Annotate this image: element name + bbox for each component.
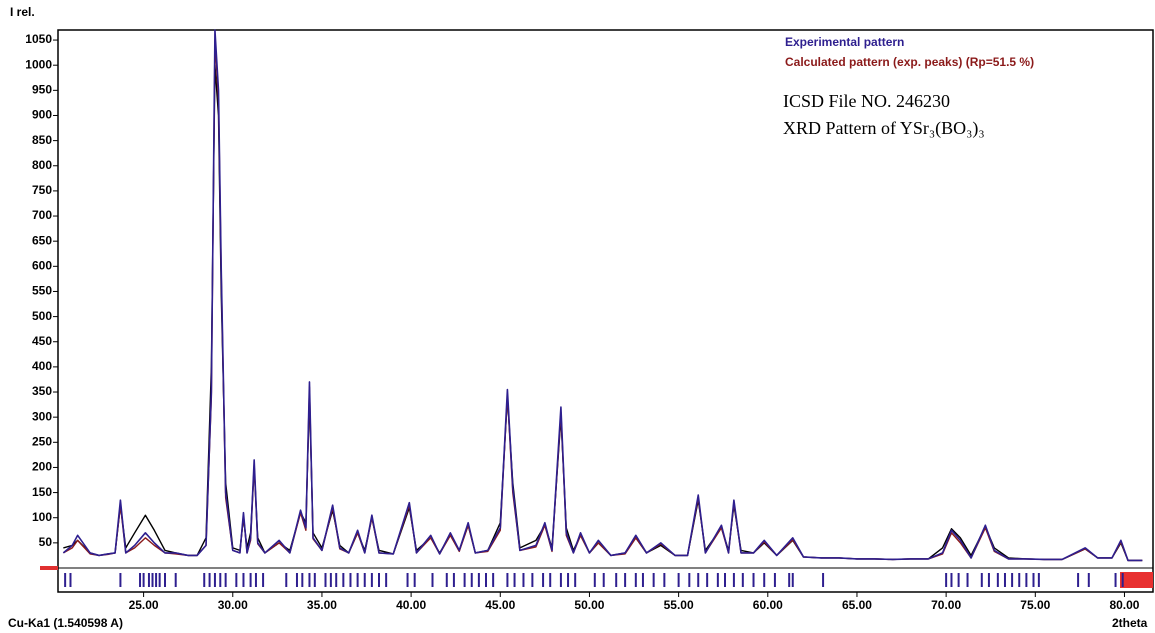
x-tick-label: 25.00: [129, 598, 159, 612]
x-tick-label: 55.00: [664, 598, 694, 612]
y-tick-label: 400: [32, 359, 52, 373]
left-marker: [40, 566, 58, 570]
y-tick-label: 300: [32, 409, 52, 423]
y-tick-label: 250: [32, 434, 52, 448]
y-tick-label: 800: [32, 158, 52, 172]
y-tick-label: 850: [32, 133, 52, 147]
y-tick-label: 1000: [25, 57, 52, 71]
y-tick-label: 700: [32, 208, 52, 222]
y-tick-label: 50: [39, 535, 53, 549]
annotation: XRD Pattern of YSr₃(BO₃)₃: [783, 118, 985, 139]
legend-entry: Experimental pattern: [785, 35, 904, 49]
range-bar: [1120, 572, 1153, 588]
x-tick-label: 70.00: [931, 598, 961, 612]
series-group: [62, 29, 1143, 562]
x-tick-label: 30.00: [218, 598, 248, 612]
x-tick-label: 80.00: [1109, 598, 1139, 612]
y-tick-label: 350: [32, 384, 52, 398]
series-line: [62, 29, 1143, 562]
y-tick-label: 200: [32, 460, 52, 474]
y-tick-label: 900: [32, 108, 52, 122]
x-tick-label: 40.00: [396, 598, 426, 612]
y-tick-label: 950: [32, 83, 52, 97]
plot-frame: [57, 29, 1154, 593]
y-tick-label: 100: [32, 510, 52, 524]
x-tick-label: 65.00: [842, 598, 872, 612]
y-tick-label: 1050: [25, 32, 52, 46]
y-tick-label: 600: [32, 258, 52, 272]
y-tick-label: 750: [32, 183, 52, 197]
x-tick-label: 35.00: [307, 598, 337, 612]
x-tick-label: 50.00: [574, 598, 604, 612]
x-axis-label: 2theta: [1112, 616, 1148, 630]
y-tick-label: 650: [32, 233, 52, 247]
y-tick-label: 450: [32, 334, 52, 348]
annotation: ICSD File NO. 246230: [783, 91, 950, 111]
x-tick-label: 45.00: [485, 598, 515, 612]
x-tick-label: 75.00: [1020, 598, 1050, 612]
y-axis-label: I rel.: [10, 5, 35, 19]
legend-entry: Calculated pattern (exp. peaks) (Rp=51.5…: [785, 55, 1034, 69]
y-tick-label: 150: [32, 485, 52, 499]
reflection-group: [64, 573, 1124, 587]
y-tick-label: 500: [32, 309, 52, 323]
x-tick-label: 60.00: [753, 598, 783, 612]
wavelength-label: Cu-Ka1 (1.540598 A): [8, 616, 123, 630]
y-tick-label: 550: [32, 284, 52, 298]
